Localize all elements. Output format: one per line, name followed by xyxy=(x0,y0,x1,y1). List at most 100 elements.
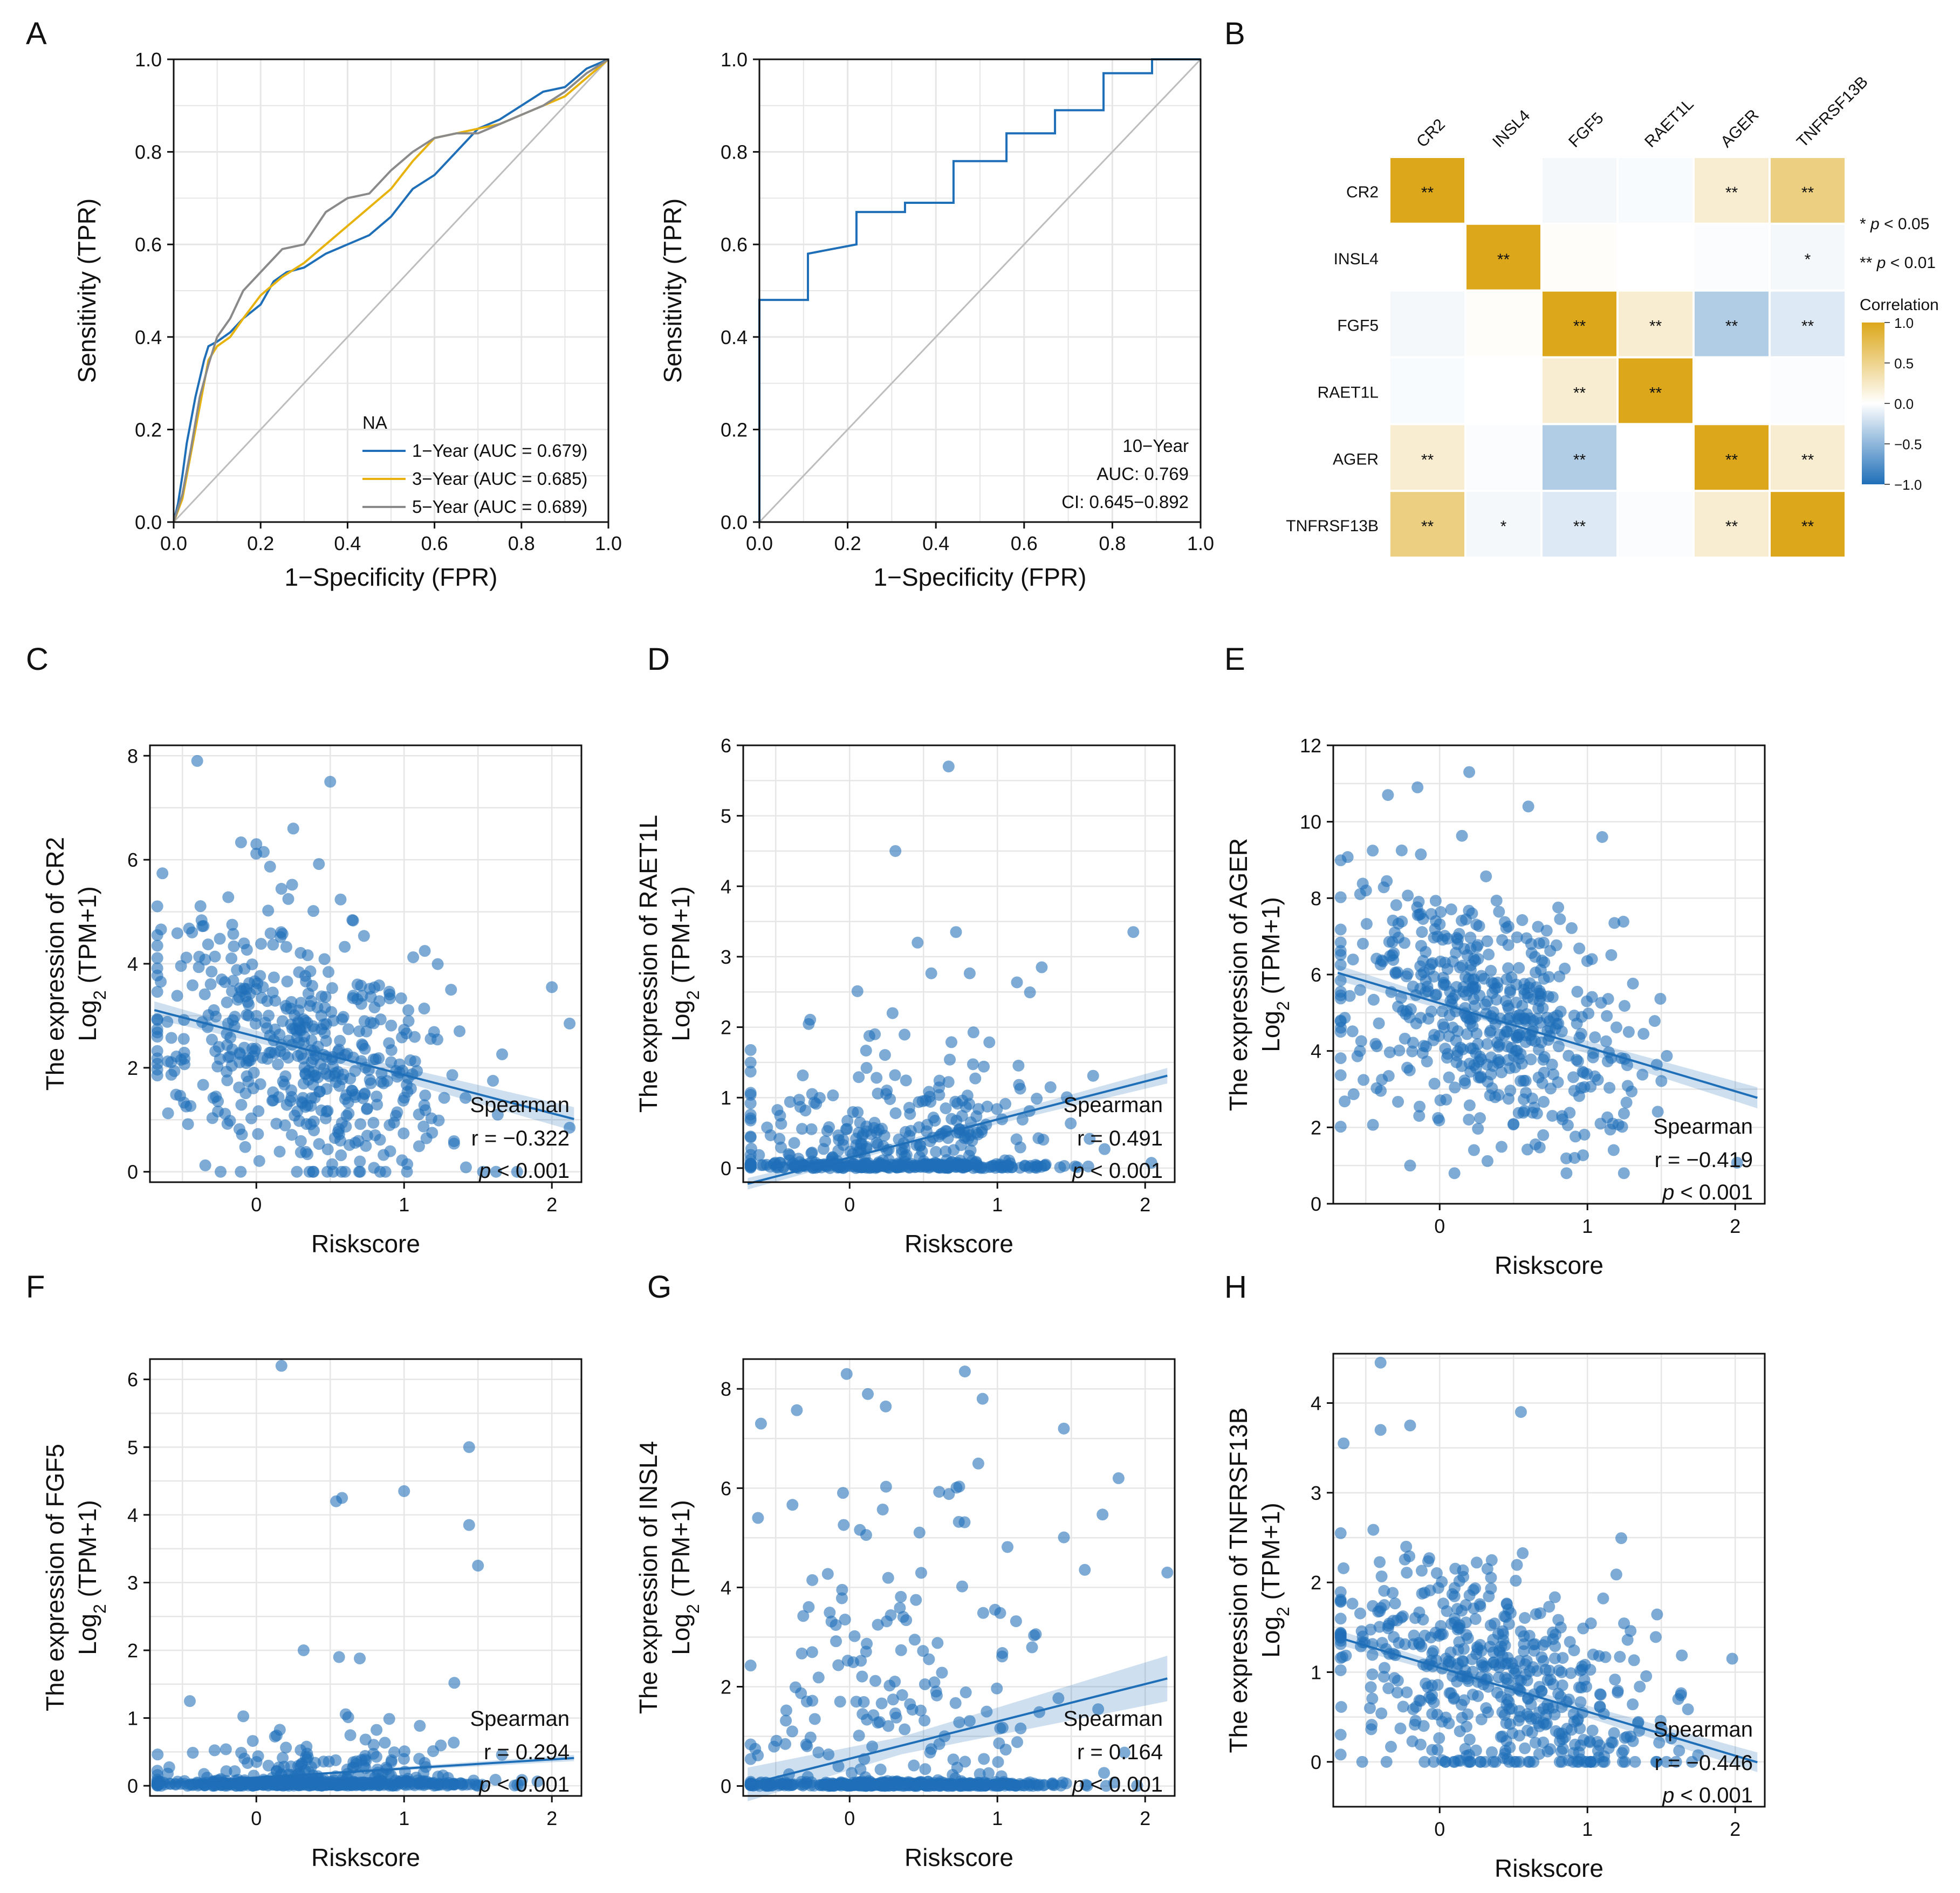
y-tick-label: 5 xyxy=(721,805,731,827)
stat-p-value: p < 0.001 xyxy=(478,1773,570,1796)
data-point xyxy=(1507,1119,1519,1131)
y-tick-label: 0 xyxy=(1311,1193,1321,1215)
data-point xyxy=(1334,959,1347,971)
data-point xyxy=(1536,1077,1548,1089)
stat-method: Spearman xyxy=(470,1707,570,1731)
data-point xyxy=(1557,1743,1569,1755)
y-tick-label: 4 xyxy=(721,875,731,897)
y-tick-label: 6 xyxy=(721,735,731,757)
heatmap-cell xyxy=(1466,425,1540,490)
data-point xyxy=(371,1099,383,1111)
data-point xyxy=(294,997,307,1009)
data-point xyxy=(744,1158,757,1171)
data-point xyxy=(1463,1099,1476,1112)
data-point xyxy=(307,1079,319,1091)
data-point xyxy=(1366,1692,1379,1705)
data-point xyxy=(269,1047,281,1059)
data-point xyxy=(923,1653,935,1665)
data-point xyxy=(300,1740,313,1753)
significance-mark: ** xyxy=(1421,451,1434,469)
y-tick-label: 1.0 xyxy=(721,49,748,71)
data-point xyxy=(1534,1607,1546,1620)
data-point xyxy=(805,1123,818,1135)
data-point xyxy=(1334,945,1347,957)
x-tick-label: 0.4 xyxy=(922,532,949,554)
data-point xyxy=(880,1400,892,1412)
data-point xyxy=(1574,1696,1587,1709)
data-point xyxy=(1400,1540,1413,1553)
data-point xyxy=(299,1101,312,1113)
data-point xyxy=(279,999,292,1012)
data-point xyxy=(866,1740,879,1753)
data-point xyxy=(1532,1717,1545,1729)
data-point xyxy=(871,1161,883,1174)
data-point xyxy=(1617,916,1629,928)
data-point xyxy=(226,918,238,931)
data-point xyxy=(1374,1556,1386,1568)
data-point xyxy=(1584,1664,1596,1676)
panel-letter-d: D xyxy=(647,642,670,677)
data-point xyxy=(904,1124,917,1137)
data-point xyxy=(744,1130,757,1143)
data-point xyxy=(964,1129,977,1141)
data-point xyxy=(1670,1755,1682,1768)
data-point xyxy=(958,1516,971,1528)
data-point xyxy=(1612,1686,1624,1699)
data-point xyxy=(357,1039,369,1052)
data-point xyxy=(237,1710,250,1723)
data-point xyxy=(1628,1654,1640,1666)
data-point xyxy=(1655,1075,1668,1087)
row-label: TNFRSF13B xyxy=(1286,517,1379,535)
plot-frame xyxy=(1332,1353,1766,1808)
roc-annotation-3: CI: 0.645−0.892 xyxy=(1061,492,1189,512)
heatmap-cell xyxy=(1771,291,1845,356)
data-point xyxy=(1334,923,1347,936)
data-point xyxy=(1682,1703,1694,1716)
data-point xyxy=(305,995,317,1007)
data-point xyxy=(744,1065,757,1078)
data-point xyxy=(314,1058,327,1070)
data-point xyxy=(1600,1035,1612,1047)
x-tick-label: 2 xyxy=(1730,1215,1740,1237)
heatmap-cell xyxy=(1619,425,1692,490)
data-point xyxy=(830,1619,842,1631)
data-point xyxy=(1483,948,1495,961)
y-tick-label: 2 xyxy=(721,1676,731,1698)
y-axis-title-gene: The expression of CR2 xyxy=(41,837,69,1090)
data-point xyxy=(199,1159,211,1171)
data-point xyxy=(837,1487,849,1499)
data-point xyxy=(1586,953,1598,965)
data-point xyxy=(1334,1527,1347,1539)
data-point xyxy=(860,1529,872,1541)
data-point xyxy=(170,1088,182,1101)
plot-frame xyxy=(173,58,609,523)
regression-line xyxy=(1337,1636,1758,1764)
data-point xyxy=(1499,916,1511,928)
data-point xyxy=(1363,1702,1376,1714)
data-point xyxy=(1472,1122,1484,1135)
data-point xyxy=(1520,932,1533,944)
data-point xyxy=(1354,1607,1366,1620)
y-axis-title: Sensitivity (TPR) xyxy=(659,198,687,383)
y-tick-label: 2 xyxy=(721,1017,731,1039)
data-point xyxy=(1340,1649,1352,1662)
data-point xyxy=(871,1072,883,1084)
data-point xyxy=(400,1775,413,1787)
data-point xyxy=(256,1052,269,1064)
data-point xyxy=(1615,1532,1627,1545)
data-point xyxy=(383,985,395,998)
data-point xyxy=(1367,1600,1379,1612)
data-point xyxy=(384,1145,396,1157)
data-point xyxy=(1127,926,1140,938)
data-point xyxy=(843,1779,855,1791)
data-point xyxy=(1504,1085,1517,1097)
data-point xyxy=(262,904,275,917)
data-point xyxy=(1334,1069,1347,1081)
data-point xyxy=(956,1580,968,1593)
data-point xyxy=(850,1696,862,1708)
x-tick-label: 2 xyxy=(546,1194,557,1216)
data-point xyxy=(1605,949,1618,961)
data-point xyxy=(1565,922,1578,934)
data-point xyxy=(823,1748,835,1761)
data-point xyxy=(886,1007,899,1019)
